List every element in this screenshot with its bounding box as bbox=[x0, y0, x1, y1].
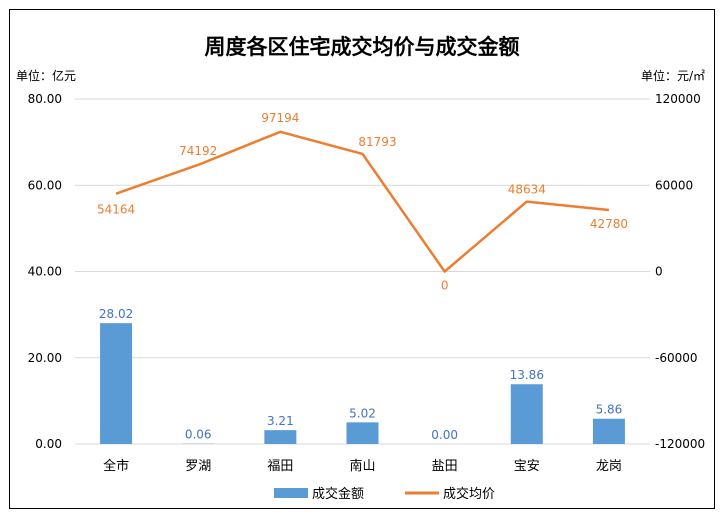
legend-label-line: 成交均价 bbox=[443, 486, 495, 502]
bar bbox=[100, 323, 133, 444]
left-axis-unit: 单位：亿元 bbox=[16, 68, 76, 83]
right-tick-label: -60000 bbox=[655, 351, 698, 365]
category-label: 南山 bbox=[349, 458, 375, 474]
bar bbox=[510, 384, 543, 444]
x-axis-ticks: 全市 罗湖 福田 南山 盐田 宝安 龙岗 bbox=[103, 458, 622, 474]
line-value-label: 48634 bbox=[508, 183, 546, 197]
left-tick-label: 20.00 bbox=[28, 351, 62, 365]
chart-title: 周度各区住宅成交均价与成交金额 bbox=[205, 35, 520, 59]
category-label: 龙岗 bbox=[596, 459, 622, 474]
right-tick-label: 60000 bbox=[655, 178, 693, 192]
bar-value-label: 13.86 bbox=[510, 368, 544, 382]
bar bbox=[592, 418, 625, 444]
category-label: 宝安 bbox=[514, 459, 540, 474]
bar-value-label: 0.00 bbox=[431, 428, 458, 442]
line-series: 54164 74192 97194 81793 0 48634 42780 bbox=[97, 111, 628, 293]
line-value-label: 42780 bbox=[590, 217, 628, 231]
gridlines bbox=[75, 98, 650, 445]
left-tick-label: 0.00 bbox=[35, 437, 62, 451]
bar-value-label: 0.06 bbox=[185, 428, 212, 442]
left-axis-ticks: 0.00 20.00 40.00 60.00 80.00 bbox=[28, 92, 62, 451]
line-value-label: 0 bbox=[441, 279, 449, 293]
bar bbox=[346, 422, 379, 444]
right-axis-ticks: -120000 -60000 0 60000 120000 bbox=[655, 92, 705, 451]
right-tick-label: 120000 bbox=[655, 92, 701, 106]
right-tick-label: 0 bbox=[655, 265, 663, 279]
category-label: 福田 bbox=[267, 459, 293, 474]
legend-swatch-bar bbox=[274, 488, 308, 498]
right-tick-label: -120000 bbox=[655, 437, 705, 451]
category-label: 全市 bbox=[103, 458, 129, 474]
bar-value-label: 5.86 bbox=[596, 403, 623, 417]
bar-value-label: 3.21 bbox=[267, 414, 294, 428]
legend-label-bar: 成交金额 bbox=[312, 486, 364, 502]
right-axis-unit: 单位：元/㎡ bbox=[641, 68, 705, 83]
left-tick-label: 60.00 bbox=[28, 178, 62, 192]
left-tick-label: 40.00 bbox=[28, 265, 62, 279]
bar-series: 28.02 0.06 3.21 5.02 0.00 13.86 5.86 bbox=[99, 307, 625, 444]
line-value-label: 74192 bbox=[179, 144, 217, 158]
bar-value-label: 5.02 bbox=[349, 406, 376, 420]
category-label: 罗湖 bbox=[185, 459, 211, 474]
line-value-label: 97194 bbox=[261, 111, 299, 125]
line-path bbox=[115, 130, 610, 273]
category-label: 盐田 bbox=[432, 459, 458, 474]
line-value-label: 81793 bbox=[358, 135, 396, 149]
line-value-label: 54164 bbox=[97, 203, 135, 217]
bar bbox=[264, 430, 297, 444]
left-tick-label: 80.00 bbox=[28, 92, 62, 106]
legend: 成交金额 成交均价 bbox=[274, 486, 495, 502]
bar-value-label: 28.02 bbox=[99, 307, 133, 321]
